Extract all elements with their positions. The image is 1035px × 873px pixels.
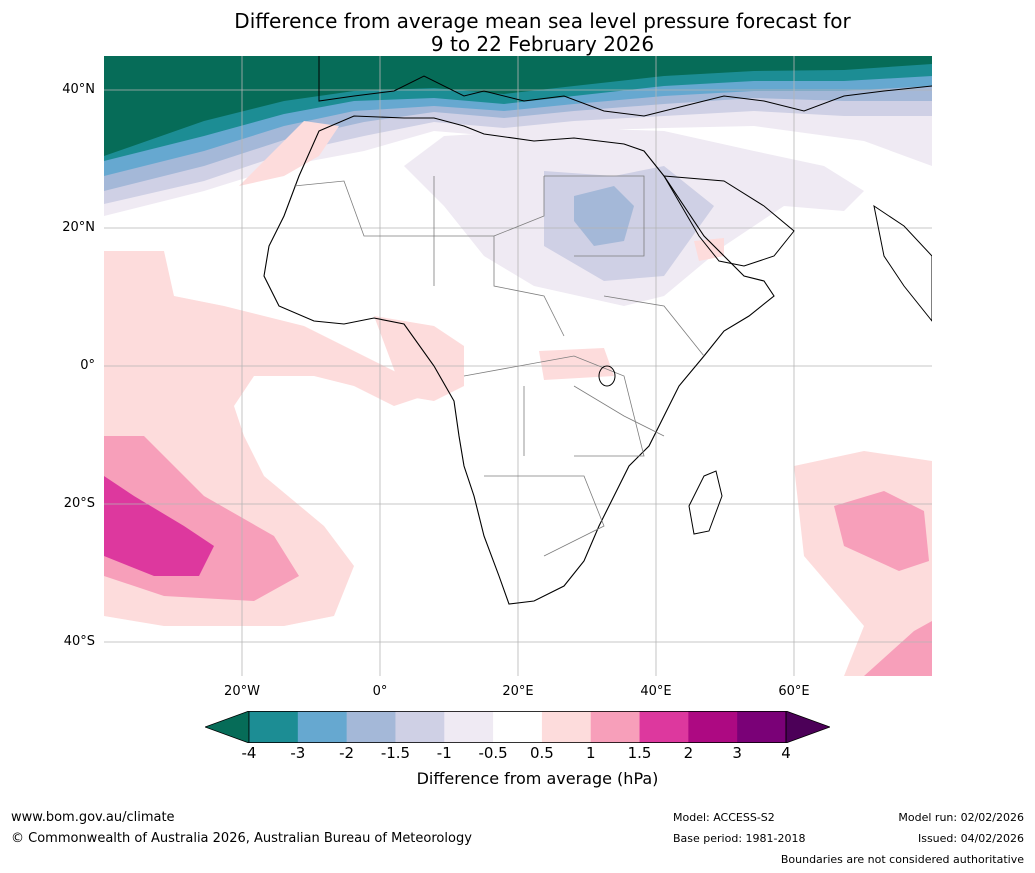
colorbar-tick-label: 1 (585, 744, 596, 762)
title-line-2: 9 to 22 February 2026 (430, 32, 655, 56)
footer-disclaimer: Boundaries are not considered authoritat… (780, 853, 1024, 866)
colorbar-segment (346, 711, 396, 743)
anomaly-band-dark (104, 56, 932, 156)
positive-anomaly-subtropical-atlantic (239, 121, 339, 186)
colorbar-segment (737, 711, 787, 743)
colorbar-segment (590, 711, 641, 743)
colorbar-tick-label: 2 (683, 744, 694, 762)
footer-issued: Issued: 04/02/2026 (917, 832, 1024, 845)
colorbar-extension-low (205, 711, 250, 743)
colorbar-tick-label: -4 (241, 744, 257, 762)
lake-victoria (598, 365, 616, 387)
arabian-peninsula (663, 175, 795, 267)
colorbar-tick-label: 1.5 (627, 744, 652, 762)
anomaly-map (104, 56, 932, 676)
indian-subcontinent (873, 204, 932, 322)
lat-label-20s: 20°S (63, 496, 95, 511)
colorbar-segment (639, 711, 689, 743)
lat-label-20n: 20°N (62, 220, 95, 235)
positive-anomaly-south-atlantic-core (104, 476, 214, 576)
lat-label-0: 0° (80, 358, 95, 373)
madagascar (688, 470, 723, 535)
lon-label-40e: 40°E (640, 684, 672, 699)
colorbar-tick-label: -3 (290, 744, 306, 762)
colorbar-tick-label: -2 (339, 744, 355, 762)
colorbar-frame (248, 711, 787, 743)
chart-title: Difference from average mean sea level p… (0, 10, 1035, 56)
colorbar-tick-label: -1.5 (380, 744, 411, 762)
colorbar-tick-label: 0.5 (529, 744, 554, 762)
colorbar-segment (395, 711, 445, 743)
negative-anomaly-sahara-center (574, 186, 634, 246)
graticule (104, 56, 932, 676)
country-borders (293, 175, 705, 557)
lat-label-40n: 40°N (62, 82, 95, 97)
lon-label-20w: 20°W (224, 684, 260, 699)
colorbar-label-text: Difference from average (hPa) (416, 769, 659, 788)
colorbar-tick-label: 3 (732, 744, 742, 762)
lat-label-40s: 40°S (63, 634, 95, 649)
colorbar-label: Difference from average (hPa) (0, 769, 1035, 788)
footer-model: Model: ACCESS-S2 (673, 811, 775, 824)
colorbar-segment (541, 711, 592, 743)
lon-label-20e: 20°E (502, 684, 534, 699)
colorbar-segment (688, 711, 738, 743)
africa-coastline (263, 115, 775, 605)
lon-label-0: 0° (372, 684, 388, 699)
footer-base-period: Base period: 1981-2018 (673, 832, 806, 845)
colorbar-segment (297, 711, 348, 743)
colorbar-tick-label: -0.5 (478, 744, 508, 762)
title-line-1: Difference from average mean sea level p… (234, 9, 851, 33)
colorbar-segment (444, 711, 494, 743)
positive-anomaly-south-indian-core (834, 491, 929, 571)
colorbar (205, 711, 830, 743)
footer-website[interactable]: www.bom.gov.au/climate (11, 810, 175, 825)
positive-anomaly-congo (539, 348, 614, 380)
positive-anomaly-southern-ocean (864, 621, 932, 676)
colorbar-segment (249, 711, 299, 743)
footer-copyright: © Commonwealth of Australia 2026, Austra… (11, 831, 472, 846)
europe-coastline (318, 56, 932, 117)
colorbar-extension-high (785, 711, 830, 743)
lon-label-60e: 60°E (778, 684, 810, 699)
colorbar-tick-label: -1 (436, 744, 452, 762)
positive-anomaly-arabian-sea (694, 238, 724, 261)
colorbar-tick-label: 4 (781, 744, 791, 762)
colorbar-segment (493, 711, 543, 743)
footer-model-run: Model run: 02/02/2026 (898, 811, 1024, 824)
